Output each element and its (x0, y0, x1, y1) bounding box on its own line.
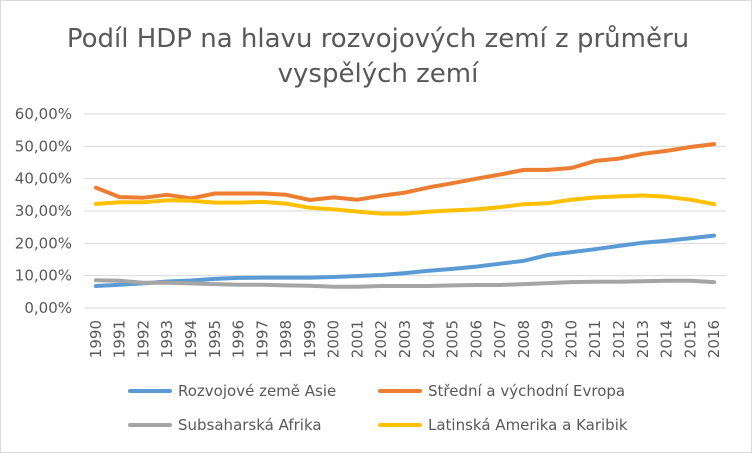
y-tick-label: 60,00% (15, 105, 72, 123)
x-tick-label: 2007 (491, 320, 509, 358)
legend-label-latinska-amerika: Latinská Amerika a Karibik (428, 416, 628, 434)
gridlines (84, 113, 726, 309)
x-tick-label: 2002 (372, 320, 390, 358)
x-tick-label: 1998 (277, 320, 295, 358)
chart-title: Podíl HDP na hlavu rozvojových zemí z pr… (67, 24, 689, 89)
x-tick-label: 1997 (253, 320, 271, 358)
y-tick-label: 10,00% (15, 267, 72, 285)
x-tick-label: 2016 (705, 320, 723, 358)
legend: Rozvojové země Asie Střední a východní E… (128, 382, 628, 434)
y-tick-label: 20,00% (15, 234, 72, 252)
x-tick-label: 2013 (634, 320, 652, 358)
series-line-0 (93, 233, 717, 288)
x-tick-label: 2014 (658, 320, 676, 358)
x-tick-label: 1994 (182, 320, 200, 358)
legend-label-afrika: Subsaharská Afrika (178, 416, 322, 434)
y-axis-tick-labels: 0,00% 10,00% 20,00% 30,00% 40,00% 50,00% 60,00… (15, 105, 72, 317)
legend-label-evropa: Střední a východní Evropa (428, 382, 625, 400)
x-tick-label: 2001 (348, 320, 366, 358)
x-tick-label: 1992 (134, 320, 152, 358)
x-tick-label: 1995 (206, 320, 224, 358)
x-tick-label: 2012 (610, 320, 628, 358)
series-line-1 (93, 142, 717, 202)
series-lines (93, 142, 717, 289)
y-tick-label: 50,00% (15, 137, 72, 155)
x-tick-label: 2010 (562, 320, 580, 358)
x-tick-label: 2004 (420, 320, 438, 358)
x-tick-label: 2005 (444, 320, 462, 358)
x-tick-label: 2011 (586, 320, 604, 358)
series-line-2 (93, 278, 717, 289)
y-tick-label: 30,00% (15, 202, 72, 220)
x-tick-label: 1993 (158, 320, 176, 358)
x-tick-label: 1990 (87, 320, 105, 358)
legend-label-asie: Rozvojové země Asie (178, 382, 336, 400)
x-tick-label: 1999 (301, 320, 319, 358)
x-tick-label: 1991 (111, 320, 129, 358)
x-tick-label: 2000 (325, 320, 343, 358)
y-tick-label: 40,00% (15, 170, 72, 188)
y-tick-label: 0,00% (24, 299, 72, 317)
chart-title-line-1: Podíl HDP na hlavu rozvojových zemí z pr… (67, 24, 689, 54)
x-tick-label: 2003 (396, 320, 414, 358)
chart-title-line-2: vyspělých zemí (278, 59, 479, 89)
x-tick-label: 2008 (515, 320, 533, 358)
x-tick-label: 2009 (539, 320, 557, 358)
series-line-3 (93, 193, 717, 216)
x-axis-tick-labels: 1990 1991 1992 1993 1994 1995 1996 1997 1998 1999… (87, 320, 723, 358)
x-tick-label: 2015 (681, 320, 699, 358)
x-tick-label: 2006 (467, 320, 485, 358)
x-tick-label: 1996 (230, 320, 248, 358)
